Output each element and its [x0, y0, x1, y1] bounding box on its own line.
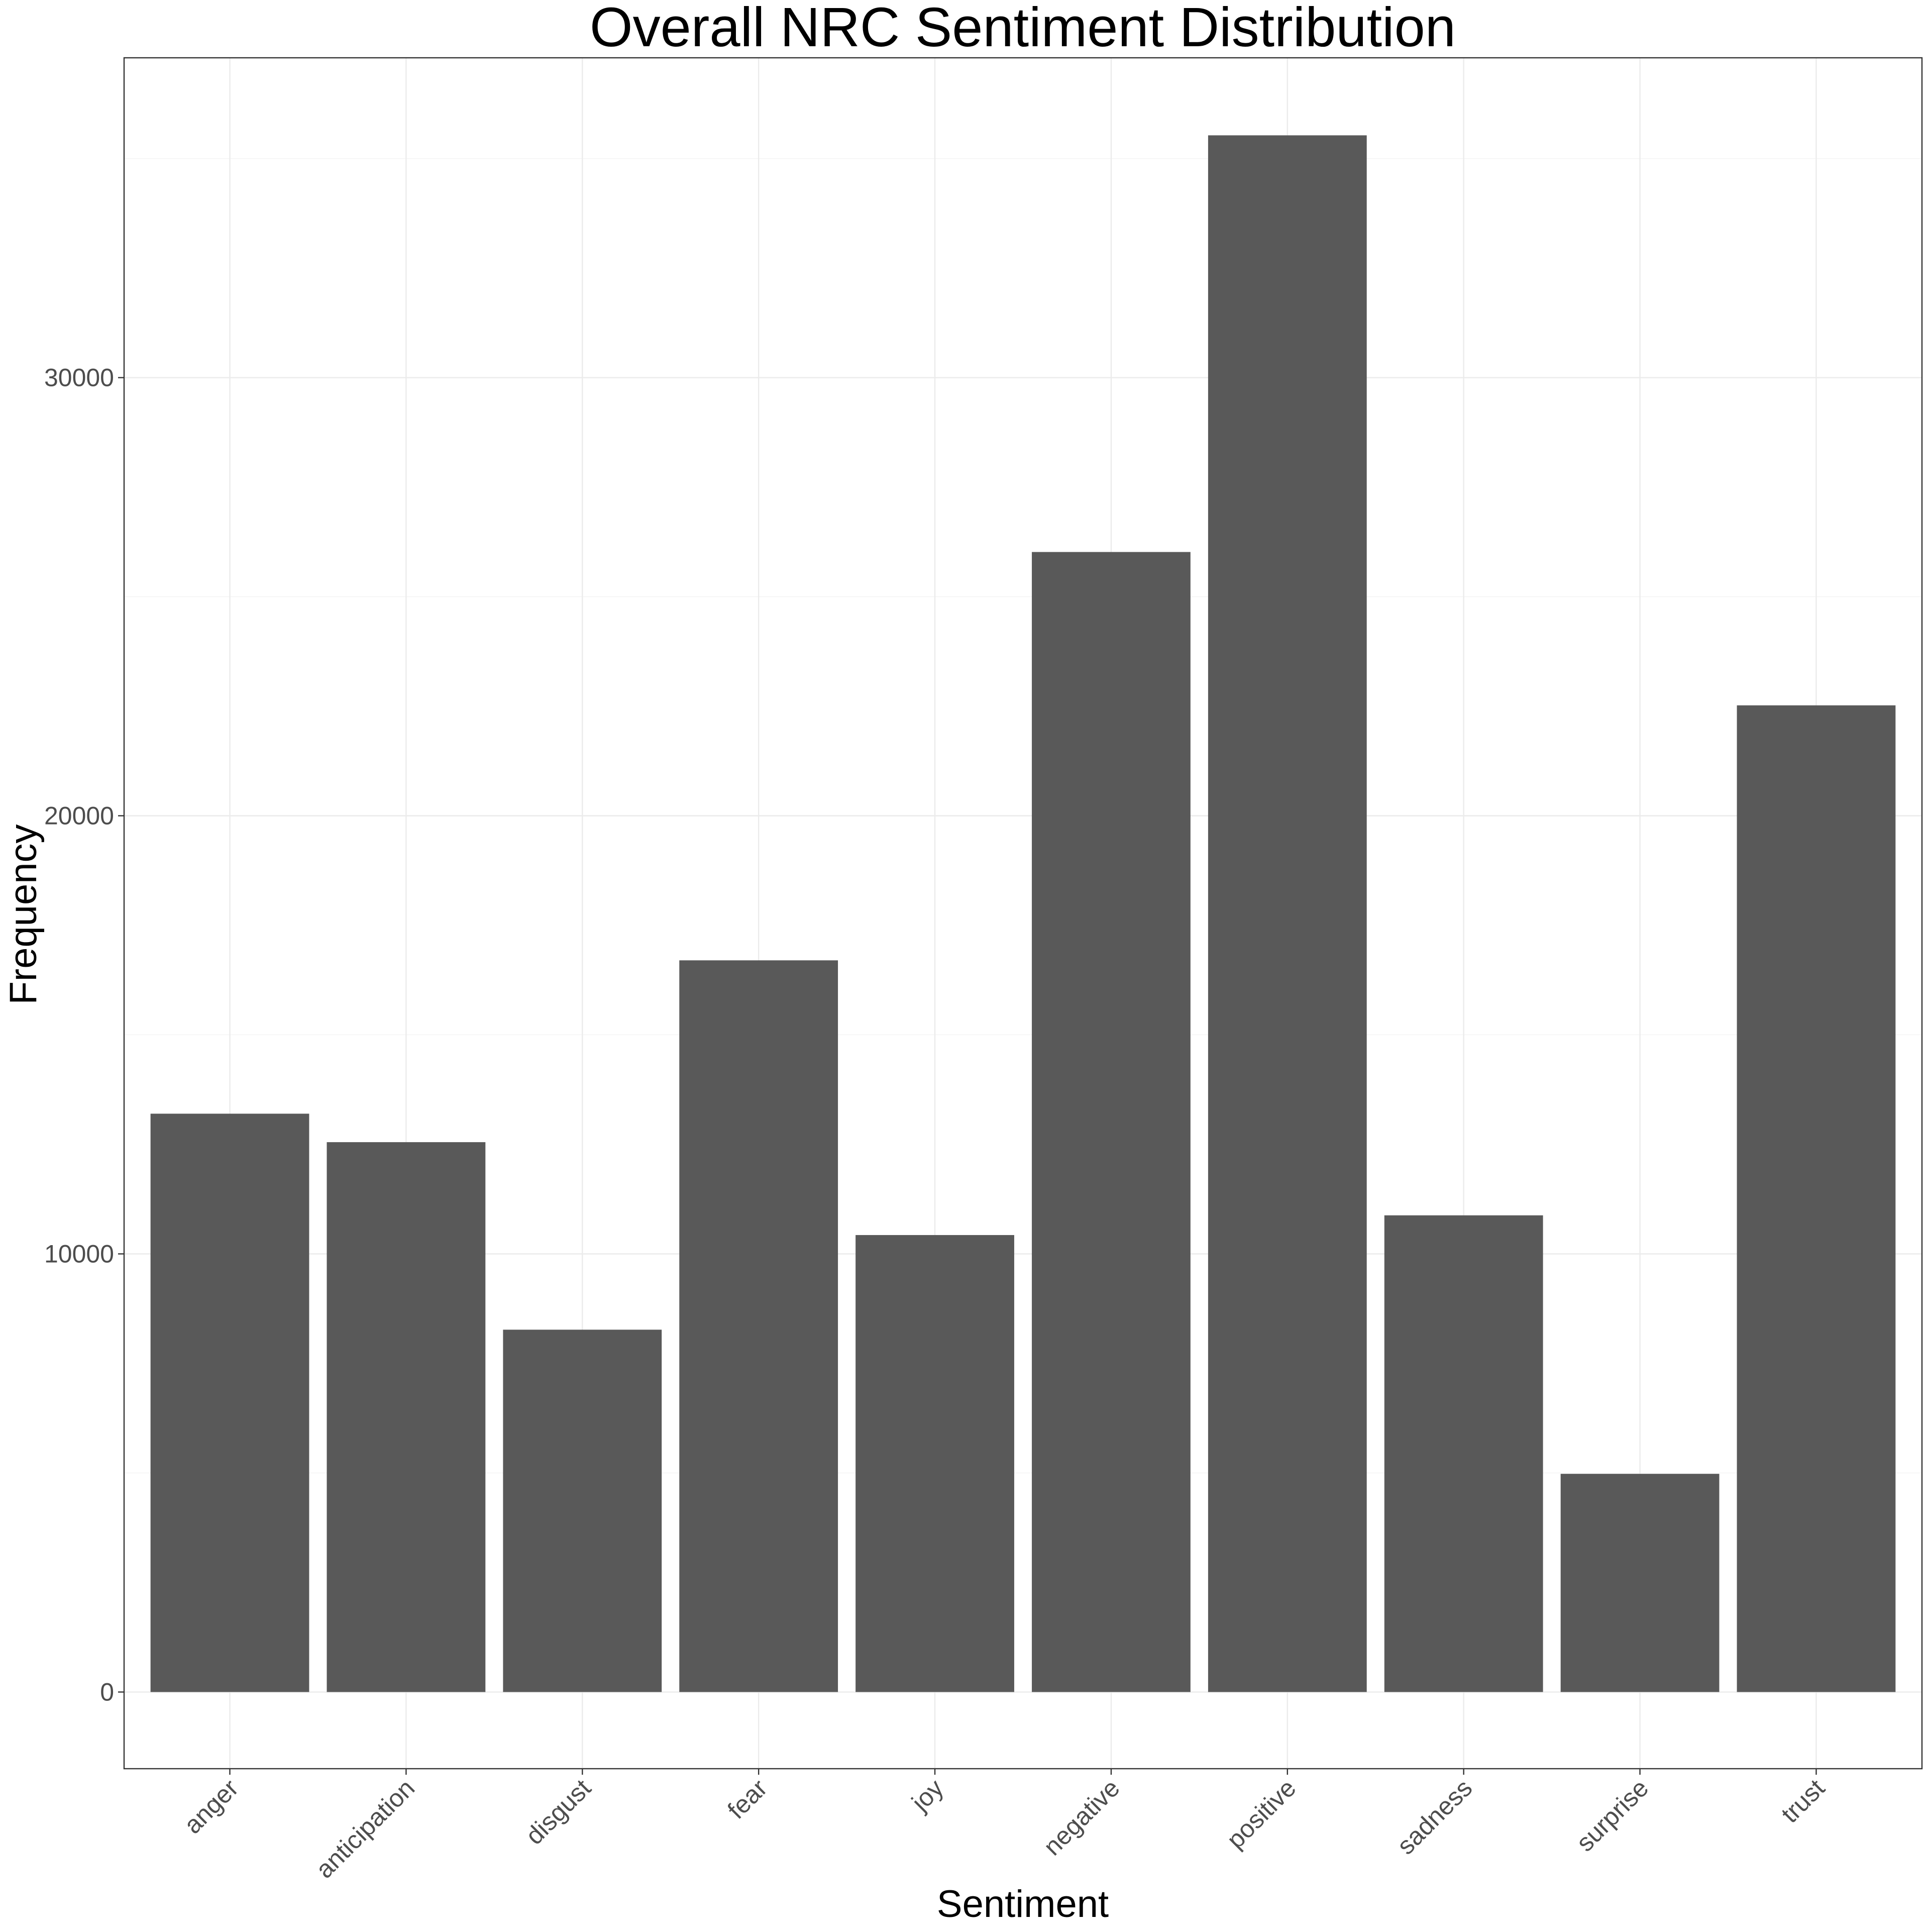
- bar-positive: [1208, 135, 1367, 1692]
- bar-surprise: [1560, 1474, 1720, 1692]
- bar-trust: [1737, 705, 1896, 1692]
- bar-joy: [855, 1235, 1014, 1692]
- x-axis-title: Sentiment: [937, 1883, 1109, 1925]
- x-tick-label: disgust: [520, 1774, 596, 1850]
- bar-sadness: [1384, 1215, 1543, 1692]
- bar-disgust: [503, 1330, 662, 1692]
- y-tick-label: 20000: [44, 801, 114, 830]
- x-tick-label: anger: [178, 1774, 244, 1839]
- x-tick-label: fear: [722, 1774, 773, 1824]
- y-tick-label: 30000: [44, 364, 114, 392]
- bar-anger: [150, 1113, 309, 1692]
- bars-layer: [150, 135, 1896, 1692]
- x-tick-label: trust: [1776, 1774, 1830, 1828]
- panel-border: [123, 57, 1923, 1770]
- y-tick-label: 10000: [44, 1240, 114, 1268]
- x-tick-label: surprise: [1571, 1774, 1654, 1857]
- bar-fear: [679, 960, 838, 1692]
- x-tick-label: negative: [1038, 1774, 1125, 1861]
- y-axis: 0 10000 20000 30000: [44, 364, 124, 1706]
- x-tick-label: joy: [906, 1774, 949, 1817]
- x-tick-label: sadness: [1391, 1774, 1477, 1860]
- bar-anticipation: [327, 1142, 486, 1692]
- y-axis-title: Frequency: [2, 824, 45, 1004]
- x-axis: anger anticipation disgust fear joy negative p…: [178, 1769, 1830, 1884]
- x-tick-label: anticipation: [310, 1774, 420, 1883]
- x-tick-label: positive: [1221, 1774, 1301, 1854]
- y-tick-label: 0: [100, 1678, 114, 1706]
- chart-title: Overall NRC Sentiment Distribution: [590, 0, 1456, 58]
- bar-negative: [1032, 552, 1191, 1692]
